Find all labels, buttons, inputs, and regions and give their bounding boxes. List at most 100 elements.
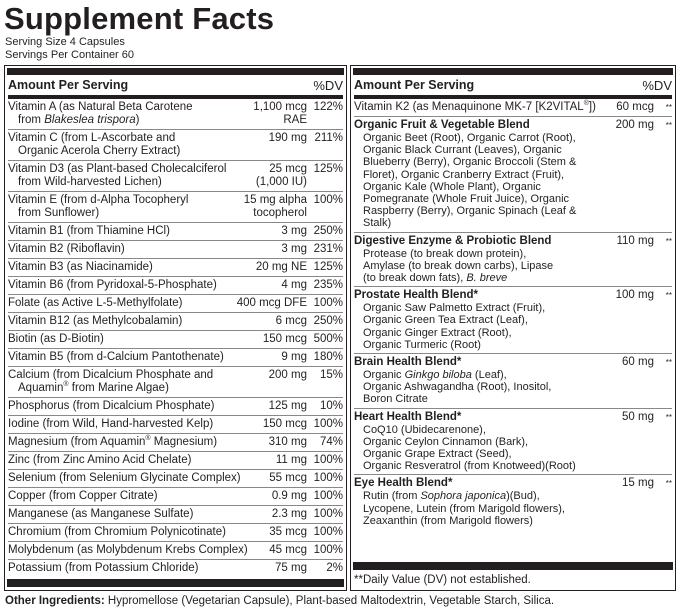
text-segment: (Leaf),	[471, 369, 507, 382]
nutrient-dv: 74%	[319, 436, 343, 448]
nutrient-name: Chromium (from Chromium Polynicotinate)	[8, 526, 265, 539]
text-segment: Organic Ginger Extract (Root),	[363, 326, 512, 339]
table-header: Amount Per Serving %DV	[8, 75, 343, 99]
text-segment: Folate (as Active L-5-Methylfolate)	[8, 297, 183, 309]
nutrient-name: Vitamin B5 (from d-Calcium Pantothenate)	[8, 351, 277, 364]
text-segment: Aquamin	[18, 382, 64, 394]
text-segment: Iodine (from Wild, Hand-harvested Kelp)	[8, 418, 214, 430]
nutrient-row: Vitamin B1 (from Thiamine HCl) 3 mg 250%	[8, 223, 343, 241]
text-segment: Sophora japonica	[420, 490, 507, 503]
nutrient-name: Biotin (as D-Biotin)	[8, 333, 259, 346]
nutrient-amount: 15 mg alpha tocopherol	[243, 194, 307, 219]
other-ingredients: Other Ingredients: Hypromellose (Vegetar…	[4, 594, 676, 608]
nutrient-row: Folate (as Active L-5-Methylfolate) 400 m…	[8, 295, 343, 313]
text-segment: Amylase (to break down carbs), Lipase	[363, 259, 554, 272]
nutrient-dv: 100%	[313, 526, 343, 538]
nutrient-amount: 55 mcg	[269, 472, 307, 484]
text-segment: Organic	[363, 369, 405, 382]
text-segment: Blakeslea trispora	[44, 114, 136, 126]
text-segment: Manganese (as Manganese Sulfate)	[8, 508, 194, 520]
text-segment: Organic Ceylon Cinnamon (Bark),	[363, 435, 529, 448]
text-segment: Ginkgo biloba	[404, 369, 472, 382]
nutrient-amount: 11 mg	[275, 454, 307, 466]
nutrient-panel-right: Amount Per Serving %DV Vitamin K2 (as Me…	[350, 65, 676, 591]
amount-per-serving-heading: Amount Per Serving	[8, 78, 129, 92]
text-segment: Organic Resveratrol (from Knotweed)(Root…	[363, 460, 576, 473]
text-segment: Phosphorus (from Dicalcium Phosphate)	[8, 400, 215, 412]
text-segment: Zeaxanthin (from Marigold flowers)	[363, 514, 533, 527]
text-segment: Organic Acerola Cherry Extract)	[18, 145, 181, 157]
nutrient-dv: 100%	[313, 508, 343, 520]
text-segment: Lycopene, Lutein (from Marigold flowers)…	[363, 502, 565, 515]
nutrient-amount: 20 mg NE	[255, 261, 307, 273]
blend-row: Brain Health Blend* Organic Ginkgo biloba…	[354, 354, 672, 409]
text-segment: Vitamin E (from d-Alpha Tocopheryl	[8, 194, 189, 206]
text-segment: Zinc (from Zinc Amino Acid Chelate)	[8, 454, 192, 466]
text-segment: B. breve	[466, 272, 508, 285]
bottom-bar-divider	[7, 579, 344, 587]
nutrient-name: Iodine (from Wild, Hand-harvested Kelp)	[8, 418, 259, 431]
nutrient-dv: 100%	[313, 297, 343, 309]
text-segment: Potassium (from Potassium Chloride)	[8, 562, 199, 574]
text-segment: CoQ10 (Ubidecarenone),	[363, 423, 486, 436]
nutrient-row: Copper (from Copper Citrate) 0.9 mg 100%	[8, 488, 343, 506]
blend-name: Brain Health Blend* Organic Ginkgo biloba…	[354, 356, 596, 406]
nutrient-row: Calcium (from Dicalcium Phosphate and Aqu…	[8, 367, 343, 398]
blend-ingredients: Organic Beet (Root), Organic Carrot (Roo…	[354, 132, 596, 230]
text-segment: Protease (to break down protein),	[363, 247, 527, 260]
nutrient-name: Selenium (from Selenium Glycinate Comple…	[8, 472, 265, 485]
nutrient-dv: 211%	[314, 132, 343, 144]
nutrient-dv: 10%	[319, 400, 343, 412]
nutrient-dv: 2%	[326, 562, 343, 574]
nutrient-row: Phosphorus (from Dicalcium Phosphate) 125…	[8, 398, 343, 416]
nutrient-amount: 190 mg	[268, 132, 307, 144]
supplement-facts-panels: Amount Per Serving %DV Vitamin A (as Nat…	[4, 65, 676, 591]
nutrient-dv: 235%	[313, 279, 343, 291]
nutrient-name: Vitamin B3 (as Niacinamide)	[8, 261, 252, 274]
nutrient-name: Vitamin A (as Natural Beta Carotene from …	[8, 101, 237, 127]
blend-name: Prostate Health Blend* Organic Saw Palmet…	[354, 289, 596, 351]
nutrient-row: Molybdenum (as Molybdenum Krebs Complex)…	[8, 542, 343, 560]
blend-name: Digestive Enzyme & Probiotic Blend Protea…	[354, 235, 596, 285]
text-segment: Vitamin K2 (as Menaquinone MK-7 [K2VITAL	[354, 101, 584, 113]
text-segment: Chromium (from Chromium Polynicotinate)	[8, 526, 226, 538]
text-segment: Vitamin B6 (from Pyridoxal-5-Phosphate)	[8, 279, 217, 291]
nutrient-row: Chromium (from Chromium Polynicotinate) 3…	[8, 524, 343, 542]
text-segment: Molybdenum (as Molybdenum Krebs Complex)	[8, 544, 248, 556]
nutrient-dv: 100%	[313, 418, 343, 430]
nutrient-name: Copper (from Copper Citrate)	[8, 490, 268, 503]
blend-amount: 60 mg	[622, 356, 654, 369]
nutrient-amount: 400 mcg DFE	[236, 297, 307, 309]
nutrient-amount: 3 mg	[281, 225, 307, 237]
text-segment: Organic Grape Extract (Seed),	[363, 448, 512, 461]
blend-ingredients: CoQ10 (Ubidecarenone), Organic Ceylon Cin…	[354, 424, 596, 473]
nutrient-row: Vitamin B3 (as Niacinamide) 20 mg NE 125%	[8, 259, 343, 277]
nutrient-name: Vitamin B2 (Riboflavin)	[8, 243, 277, 256]
blend-amount: 15 mg	[622, 477, 654, 490]
blend-name: Eye Health Blend* Rutin (from Sophora jap…	[354, 477, 596, 527]
nutrient-name: Vitamin B6 (from Pyridoxal-5-Phosphate)	[8, 279, 277, 292]
nutrient-row: Manganese (as Manganese Sulfate) 2.3 mg 10…	[8, 506, 343, 524]
nutrient-row: Potassium (from Potassium Chloride) 75 mg…	[8, 560, 343, 577]
nutrient-row: Selenium (from Selenium Glycinate Comple…	[8, 470, 343, 488]
text-segment: Vitamin B3 (as Niacinamide)	[8, 261, 153, 273]
spacer	[354, 529, 672, 560]
nutrient-amount: 3 mg	[281, 243, 307, 255]
nutrient-amount: 150 mcg	[262, 333, 307, 345]
nutrient-dv: 100%	[313, 454, 343, 466]
blend-amount: 100 mg	[615, 289, 654, 302]
nutrient-name: Vitamin D3 (as Plant-based Cholecalcifer…	[8, 163, 237, 189]
nutrient-amount: 9 mg	[281, 351, 307, 363]
blend-dv: **	[665, 121, 672, 130]
text-segment: from Marine Algae)	[68, 382, 169, 394]
text-segment: Vitamin D3 (as Plant-based Cholecalcifer…	[8, 163, 227, 175]
bottom-bar-divider	[353, 562, 673, 570]
blend-dv: **	[665, 291, 672, 301]
nutrient-dv: 180%	[313, 351, 343, 363]
blend-title: Eye Health Blend*	[354, 477, 453, 490]
nutrient-dv: 100%	[313, 544, 343, 556]
dv-heading: %DV	[313, 78, 343, 93]
nutrient-name: Potassium (from Potassium Chloride)	[8, 562, 271, 575]
text-segment: ])	[588, 101, 596, 113]
blend-title: Digestive Enzyme & Probiotic Blend	[354, 234, 552, 247]
